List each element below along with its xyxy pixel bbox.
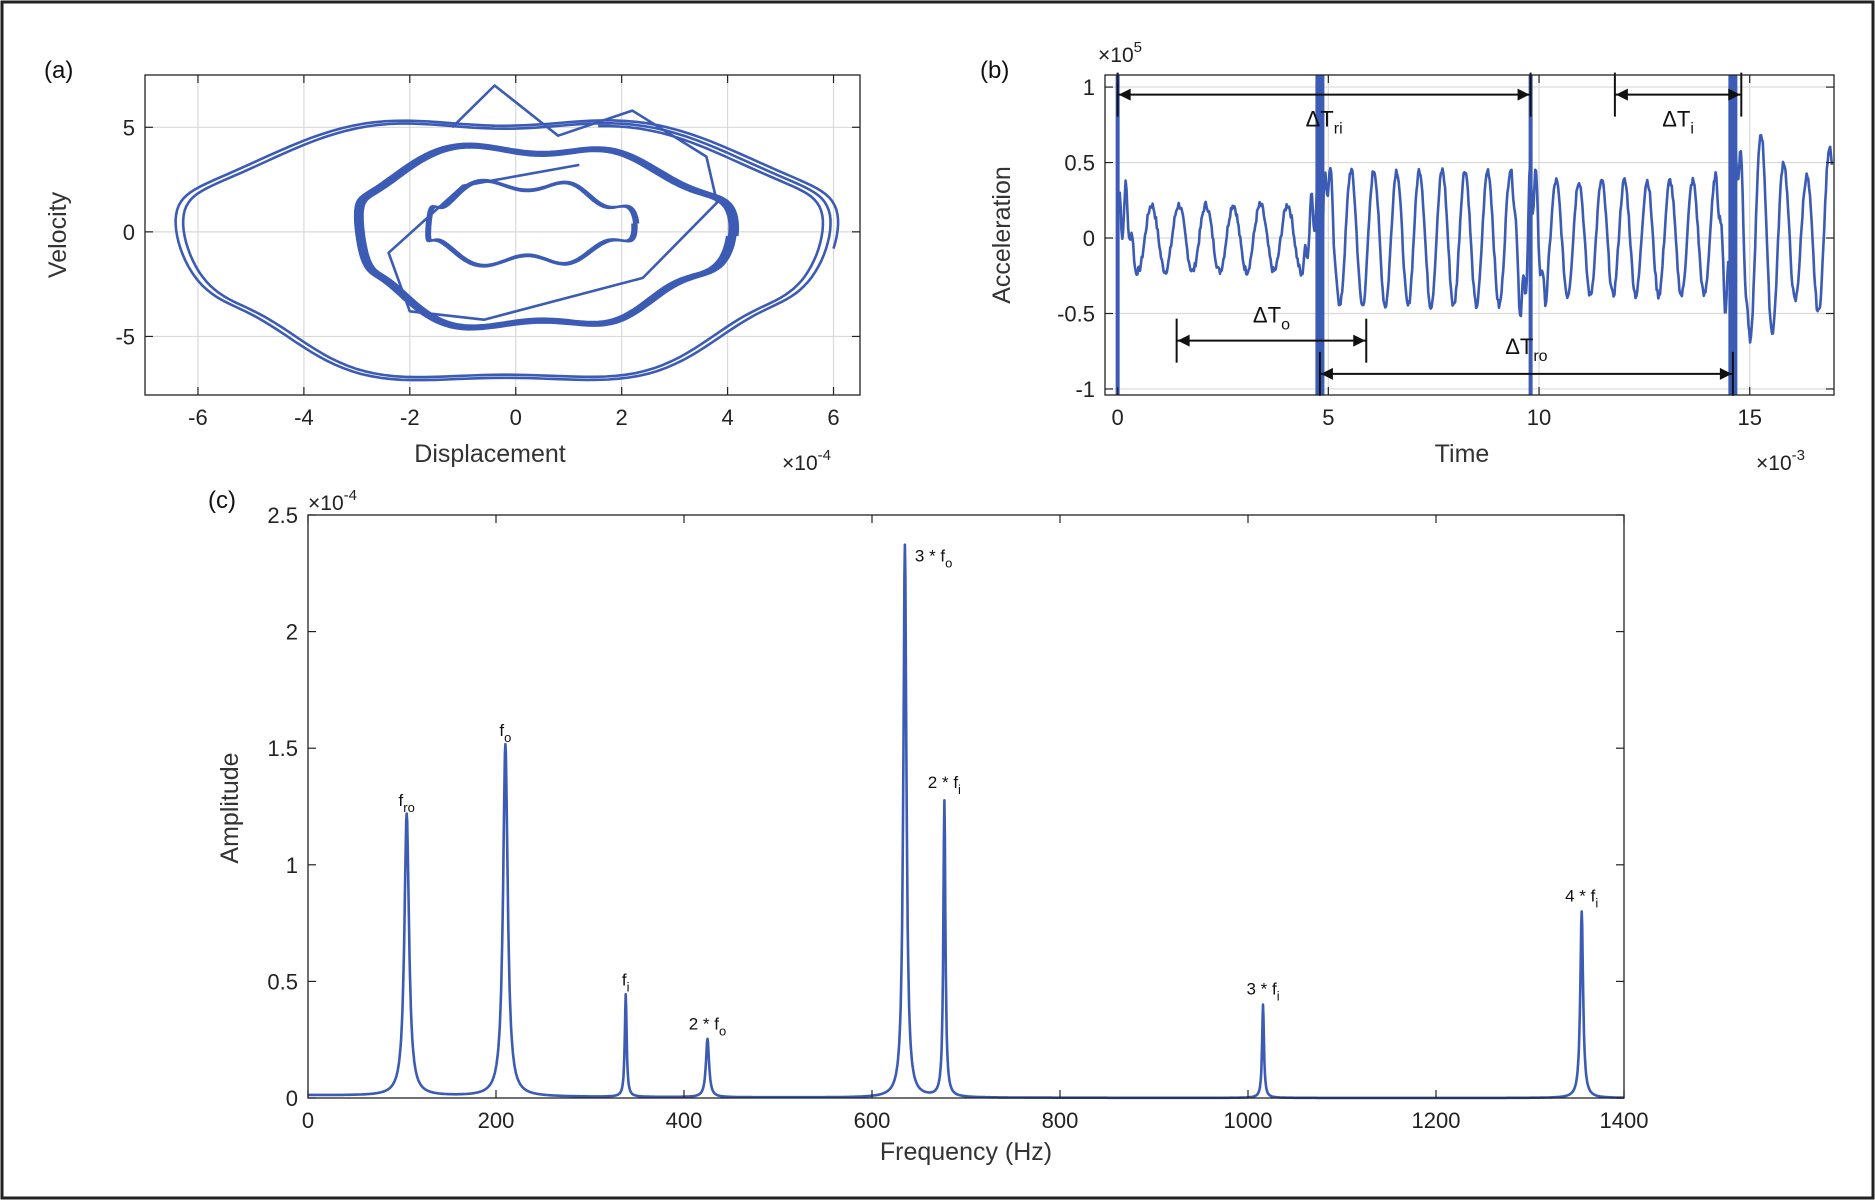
y-tick-label: 2.5: [267, 503, 298, 528]
interval-label-sub: ri: [1334, 121, 1343, 138]
x-tick-label: 0: [510, 405, 522, 430]
peak-label-sub: o: [719, 1024, 726, 1039]
interval-label-sub: i: [1690, 121, 1694, 138]
panel-c-xlabel: Frequency (Hz): [880, 1138, 1052, 1166]
impact-line: [1728, 75, 1737, 395]
impact-line: [1116, 75, 1120, 395]
panel-a-label: (a): [44, 57, 73, 84]
y-tick-label: 1: [286, 853, 298, 878]
peak-label-text: 3 * f: [915, 546, 946, 565]
y-tick-label: 0: [286, 1086, 298, 1111]
x-tick-label: 10: [1527, 405, 1551, 430]
peak-label-sub: ro: [403, 800, 415, 815]
x-tick-label: 0: [1112, 405, 1124, 430]
x-tick-label: 5: [1322, 405, 1334, 430]
interval-label-sub: o: [1281, 317, 1290, 334]
panel-b-xlabel: Time: [1435, 440, 1490, 468]
panel-a-xlabel: Displacement: [414, 440, 566, 468]
y-tick-label: 5: [123, 115, 135, 140]
peak-label-sub: i: [1277, 989, 1280, 1004]
x-tick-label: -6: [188, 405, 208, 430]
x-tick-label: 400: [666, 1108, 703, 1133]
y-tick-label: 0: [123, 220, 135, 245]
panel-b-ylabel: Acceleration: [988, 166, 1016, 304]
peak-label-sub: i: [958, 782, 961, 797]
x-tick-label: 1000: [1224, 1108, 1273, 1133]
peak-label-text: 4 * f: [1565, 886, 1596, 905]
x-tick-label: -4: [294, 405, 314, 430]
y-tick-label: 0.5: [267, 969, 298, 994]
x-tick-label: 1200: [1412, 1108, 1461, 1133]
y-tick-label: 1.5: [267, 736, 298, 761]
interval-label-sub: ro: [1533, 348, 1547, 365]
y-tick-label: 2: [286, 620, 298, 645]
x-tick-label: -2: [400, 405, 420, 430]
y-tick-label: -1: [1075, 377, 1095, 402]
interval-label-symbol: ΔT: [1662, 107, 1690, 132]
y-tick-label: 1: [1083, 75, 1095, 100]
x-tick-label: 800: [1042, 1108, 1079, 1133]
panel-b-label: (b): [980, 57, 1009, 84]
x-tick-label: 600: [854, 1108, 891, 1133]
panel-c-ylabel: Amplitude: [216, 752, 244, 863]
x-tick-label: 4: [721, 405, 733, 430]
y-tick-label: -5: [115, 324, 135, 349]
y-tick-label: -0.5: [1057, 301, 1095, 326]
x-tick-label: 200: [478, 1108, 515, 1133]
x-tick-label: 2: [616, 405, 628, 430]
interval-label-symbol: ΔT: [1253, 303, 1281, 328]
panel-a-ylabel: Velocity: [44, 191, 72, 278]
figure: (a) -6 -4 -2 0 2 4 6 -5 0 5 Displacement Velocity…: [0, 0, 1875, 1200]
x-tick-label: 15: [1737, 405, 1761, 430]
interval-label-symbol: ΔT: [1505, 334, 1533, 359]
peak-label-text: 2 * f: [689, 1015, 720, 1034]
x-tick-label: 6: [827, 405, 839, 430]
peak-label-text: 2 * f: [928, 773, 959, 792]
peak-label-text: 3 * f: [1246, 980, 1277, 999]
peak-label-sub: o: [504, 730, 511, 745]
y-tick-label: 0.5: [1064, 151, 1095, 176]
interval-label-symbol: ΔT: [1306, 107, 1334, 132]
panel-c-label: (c): [208, 487, 236, 514]
x-tick-label: 0: [302, 1108, 314, 1133]
peak-label-sub: i: [627, 979, 630, 994]
x-tick-label: 1400: [1600, 1108, 1649, 1133]
y-tick-label: 0: [1083, 226, 1095, 251]
peak-label-sub: i: [1595, 895, 1598, 910]
peak-label-sub: o: [945, 555, 952, 570]
